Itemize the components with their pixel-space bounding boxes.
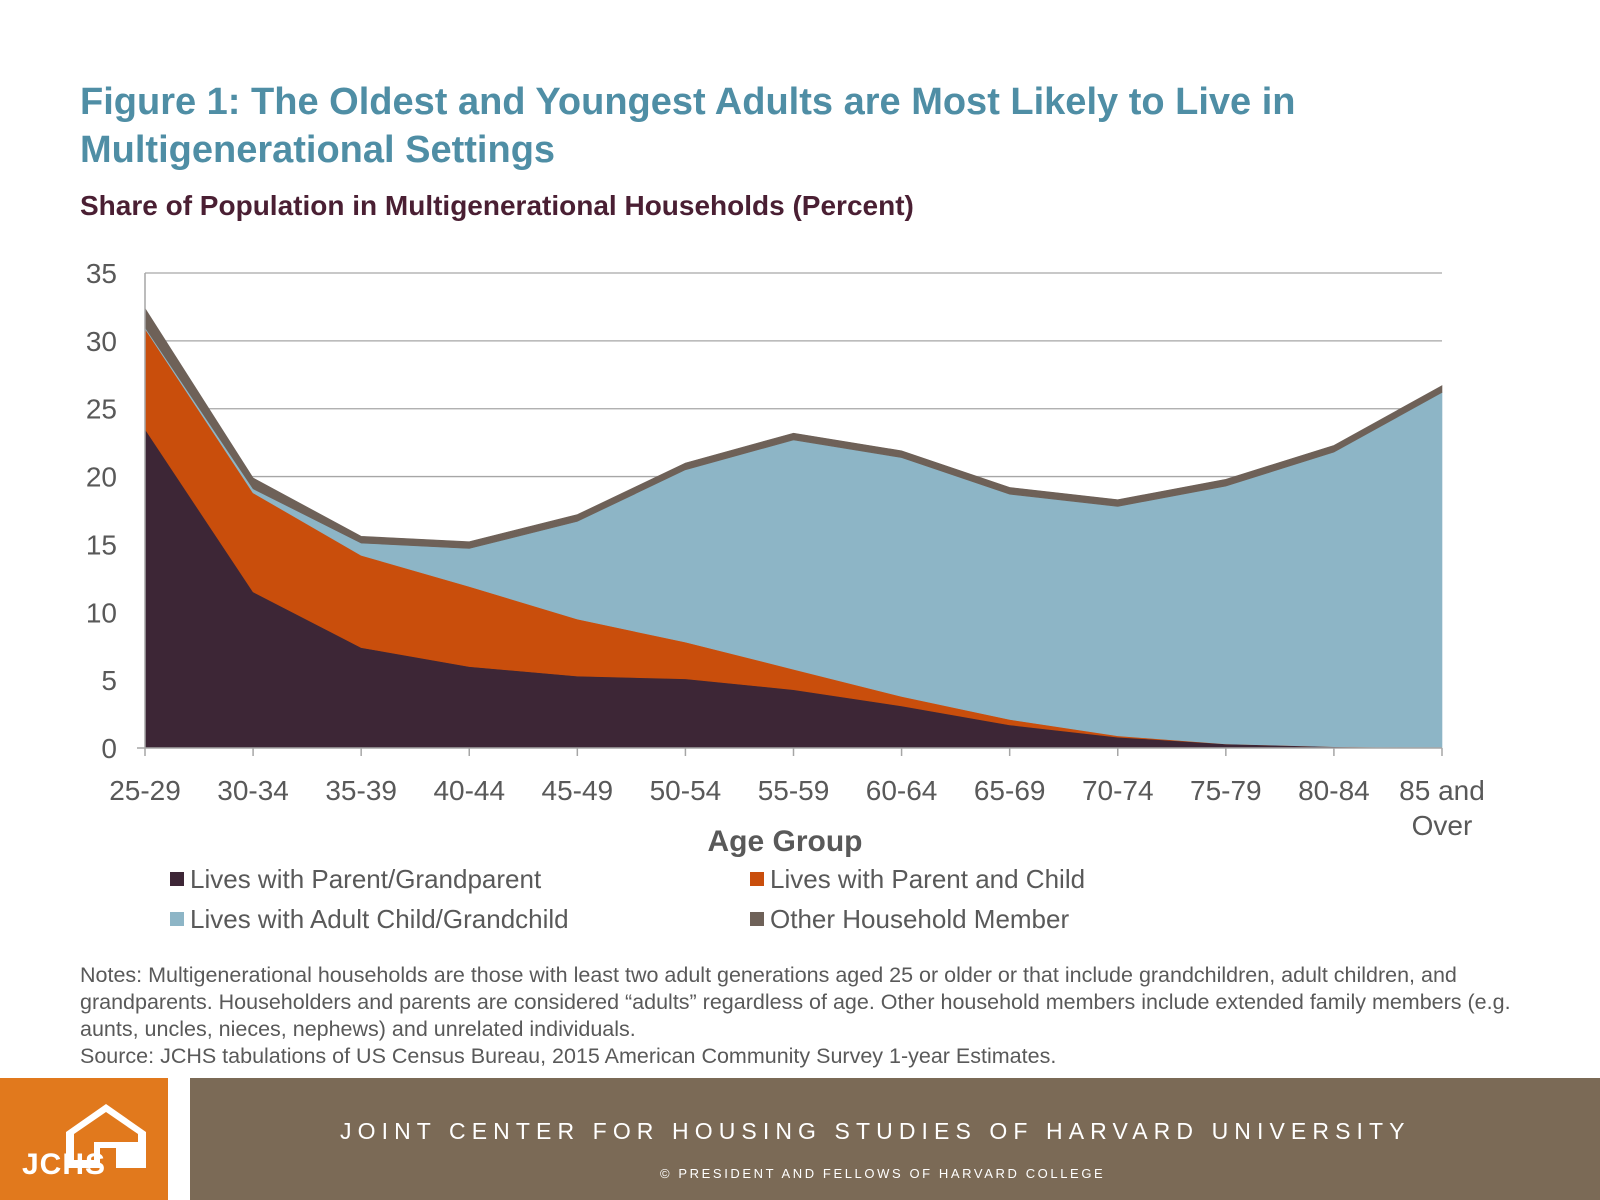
y-tick-label: 5 bbox=[101, 665, 117, 696]
x-tick-label: 70-74 bbox=[1082, 775, 1154, 806]
chart-title: Figure 1: The Oldest and Youngest Adults… bbox=[80, 81, 1296, 171]
x-axis-title: Age Group bbox=[708, 825, 863, 858]
y-tick-label: 35 bbox=[86, 258, 117, 289]
axes bbox=[137, 273, 1443, 756]
logo-text: JCHS bbox=[22, 1148, 107, 1181]
notes: Notes: Multigenerational households are … bbox=[80, 962, 1540, 1070]
x-tick-label: 60-64 bbox=[866, 775, 938, 806]
legend-label: Other Household Member bbox=[770, 903, 1070, 934]
x-tick-label: 25-29 bbox=[109, 775, 181, 806]
legend-label: Lives with Parent/Grandparent bbox=[190, 863, 542, 894]
tick-labels: 0 5 10 15 20 25 30 35 25-29 30-34 35-39 40-44 45-49 5… bbox=[86, 258, 1485, 841]
chart-subtitle: Share of Population in Multigenerational… bbox=[80, 190, 914, 221]
jchs-logo: JCHS bbox=[0, 1078, 168, 1200]
x-tick-label: 40-44 bbox=[433, 775, 505, 806]
legend-label: Lives with Adult Child/Grandchild bbox=[190, 903, 569, 934]
x-tick-label: 55-59 bbox=[758, 775, 830, 806]
x-tick-label: 30-34 bbox=[217, 775, 289, 806]
x-tick-label: 65-69 bbox=[974, 775, 1046, 806]
legend-item: Lives with Adult Child/Grandchild bbox=[170, 904, 750, 934]
y-tick-label: 15 bbox=[86, 529, 117, 560]
area-other-household-member bbox=[144, 307, 1443, 549]
notes-text: Notes: Multigenerational households are … bbox=[80, 963, 1511, 1041]
legend-swatch bbox=[170, 872, 184, 886]
legend-item: Lives with Parent/Grandparent bbox=[170, 864, 750, 894]
source-text: Source: JCHS tabulations of US Census Bu… bbox=[80, 1044, 1057, 1068]
copyright: © PRESIDENT AND FELLOWS OF HARVARD COLLE… bbox=[660, 1166, 1106, 1181]
x-tick-label: 45-49 bbox=[542, 775, 614, 806]
legend: Lives with Parent/Grandparent Lives with … bbox=[170, 864, 1270, 934]
organization-name: JOINT CENTER FOR HOUSING STUDIES OF HARV… bbox=[340, 1118, 1411, 1144]
y-tick-label: 30 bbox=[86, 326, 117, 357]
legend-item: Other Household Member bbox=[750, 904, 1270, 934]
footer-bar: JOINT CENTER FOR HOUSING STUDIES OF HARV… bbox=[190, 1078, 1600, 1200]
y-tick-label: 25 bbox=[86, 394, 117, 425]
x-tick-label: 50-54 bbox=[650, 775, 722, 806]
house-icon bbox=[66, 1104, 146, 1168]
stacked-area-chart: 0 5 10 15 20 25 30 35 25-29 30-34 35-39 40-44 45-49 5… bbox=[86, 258, 1485, 858]
y-tick-label: 0 bbox=[101, 733, 117, 764]
legend-label: Lives with Parent and Child bbox=[770, 863, 1086, 894]
legend-swatch bbox=[170, 912, 184, 926]
y-tick-label: 20 bbox=[86, 462, 117, 493]
x-tick-label: 80-84 bbox=[1298, 775, 1370, 806]
series-areas bbox=[144, 307, 1443, 749]
legend-swatch bbox=[750, 912, 764, 926]
x-tick-label: 75-79 bbox=[1190, 775, 1262, 806]
y-tick-label: 10 bbox=[86, 597, 117, 628]
x-tick-label: 35-39 bbox=[325, 775, 397, 806]
legend-swatch bbox=[750, 872, 764, 886]
x-tick-label: 85 and Over bbox=[1399, 775, 1485, 841]
legend-item: Lives with Parent and Child bbox=[750, 864, 1270, 894]
